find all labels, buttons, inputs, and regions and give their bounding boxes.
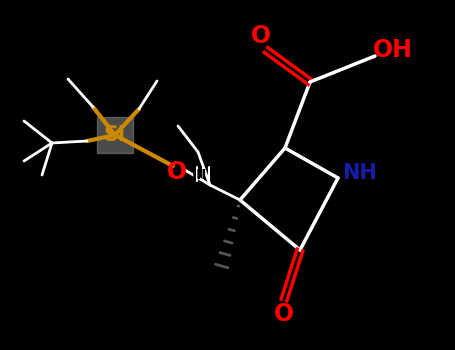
FancyBboxPatch shape	[97, 117, 133, 153]
Text: O: O	[274, 302, 294, 326]
Text: O: O	[167, 160, 187, 184]
Text: III: III	[191, 168, 207, 182]
Text: OH: OH	[373, 38, 413, 62]
Text: Si: Si	[104, 125, 126, 145]
Text: O: O	[251, 24, 271, 48]
Text: NH: NH	[343, 163, 377, 183]
